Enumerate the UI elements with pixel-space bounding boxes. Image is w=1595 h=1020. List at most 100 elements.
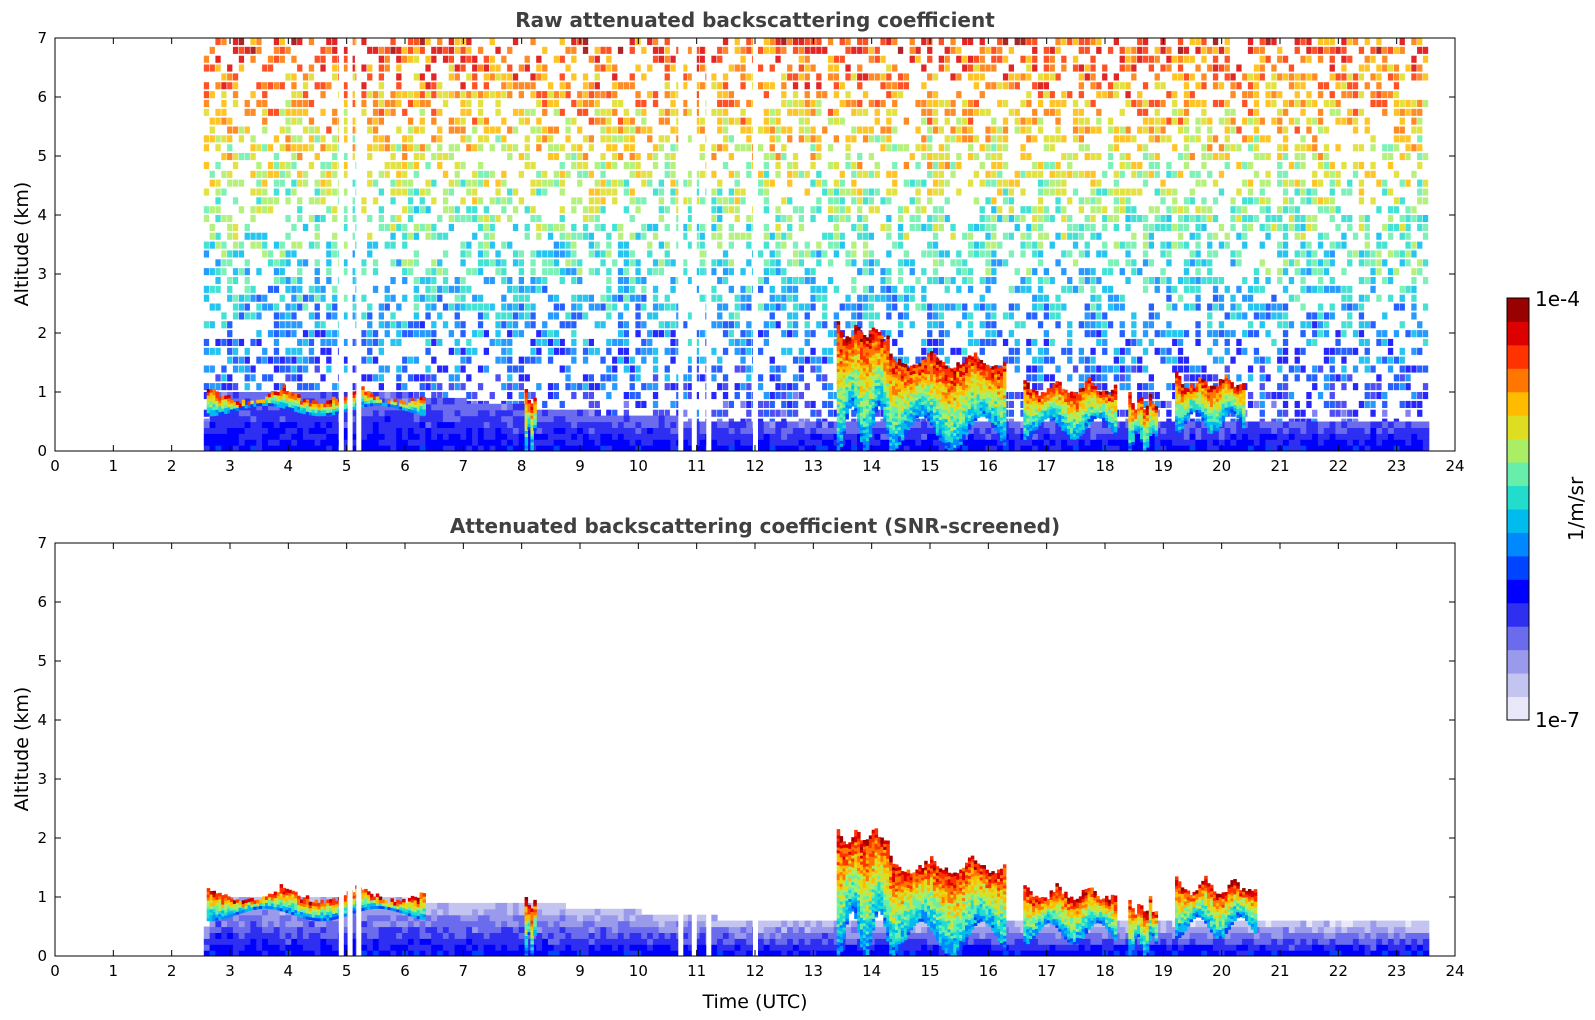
x-tick-label: 10 <box>629 962 648 980</box>
panel-raw: Raw attenuated backscattering coefficien… <box>11 8 1465 475</box>
colorbar-min-label: 1e-7 <box>1535 708 1580 732</box>
colorbar-band <box>1507 626 1529 651</box>
y-tick-label: 6 <box>37 593 47 611</box>
colorbar: 1e-4 1e-7 1/m/sr <box>1506 287 1588 732</box>
colorbar-band <box>1507 344 1529 369</box>
y-axis-screened: 0 1 2 3 4 5 6 7 <box>37 534 1455 965</box>
x-tick-label: 16 <box>979 962 998 980</box>
x-tick-label: 23 <box>1387 457 1406 475</box>
x-tick-label: 22 <box>1329 457 1348 475</box>
x-tick-label: 13 <box>804 457 823 475</box>
colorbar-band <box>1507 696 1529 721</box>
x-tick-label: 9 <box>575 962 585 980</box>
x-tick-label: 22 <box>1329 962 1348 980</box>
missing-data-gap <box>347 38 353 451</box>
colorbar-band <box>1507 579 1529 604</box>
missing-data-gap <box>347 543 353 956</box>
x-tick-label: 9 <box>575 457 585 475</box>
colorbar-band <box>1507 438 1529 463</box>
colorbar-band <box>1507 485 1529 510</box>
colorbar-band <box>1507 462 1529 487</box>
x-tick-label: 21 <box>1270 457 1289 475</box>
missing-data-gap <box>706 38 712 451</box>
panel-snr-screened: Attenuated backscattering coefficient (S… <box>11 514 1465 1013</box>
x-tick-label: 4 <box>284 962 294 980</box>
y-axis-raw: 0 1 2 3 4 5 6 7 <box>37 29 1455 460</box>
y-tick-label: 3 <box>37 265 47 283</box>
x-tick-label: 23 <box>1387 962 1406 980</box>
x-tick-label: 12 <box>745 962 764 980</box>
colorbar-band <box>1507 649 1529 674</box>
missing-data-gap <box>356 543 362 956</box>
y-tick-label: 1 <box>37 888 47 906</box>
y-tick-label: 4 <box>37 206 47 224</box>
x-tick-label: 18 <box>1095 457 1114 475</box>
ylabel-raw: Altitude (km) <box>11 182 33 307</box>
x-tick-label: 7 <box>459 457 469 475</box>
missing-data-gap <box>678 543 684 956</box>
x-tick-label: 21 <box>1270 962 1289 980</box>
y-tick-label: 5 <box>37 147 47 165</box>
x-tick-label: 11 <box>687 457 706 475</box>
x-tick-label: 19 <box>1154 962 1173 980</box>
colorbar-band <box>1507 509 1529 533</box>
x-tick-label: 19 <box>1154 457 1173 475</box>
x-tick-label: 5 <box>342 457 352 475</box>
x-tick-label: 3 <box>225 457 235 475</box>
x-tick-label: 0 <box>50 962 60 980</box>
colorbar-band <box>1507 391 1529 416</box>
xlabel-time: Time (UTC) <box>701 991 807 1013</box>
y-tick-label: 5 <box>37 652 47 670</box>
colorbar-unit-label: 1/m/sr <box>1564 476 1588 541</box>
x-tick-label: 6 <box>400 457 410 475</box>
missing-data-gap <box>691 38 697 451</box>
x-tick-label: 1 <box>109 457 119 475</box>
x-tick-label: 2 <box>167 457 177 475</box>
heatmap-raw <box>203 38 1430 451</box>
x-tick-label: 24 <box>1445 962 1464 980</box>
x-tick-label: 14 <box>862 962 881 980</box>
x-tick-label: 0 <box>50 457 60 475</box>
heatmap-screened <box>203 543 1430 956</box>
x-tick-label: 8 <box>517 962 527 980</box>
x-axis-screened: 0 1 2 3 4 5 6 7 8 9 10 11 12 13 14 15 16 17 18 19 20 21 22 23 24 <box>50 543 1465 980</box>
ylabel-screened: Altitude (km) <box>11 687 33 812</box>
x-axis-raw: 0 1 2 3 4 5 6 7 8 9 10 11 12 13 14 15 16 17 18 19 20 21 22 23 24 <box>50 38 1465 475</box>
x-tick-label: 20 <box>1212 962 1231 980</box>
y-tick-label: 0 <box>37 442 47 460</box>
y-tick-label: 7 <box>37 534 47 552</box>
colorbar-band <box>1507 321 1529 346</box>
colorbar-band <box>1507 298 1529 322</box>
missing-data-gap <box>338 38 344 451</box>
colorbar-band <box>1507 532 1529 557</box>
y-tick-label: 7 <box>37 29 47 47</box>
x-tick-label: 15 <box>920 457 939 475</box>
y-tick-label: 2 <box>37 324 47 342</box>
colorbar-band <box>1507 415 1529 440</box>
chart-title-raw: Raw attenuated backscattering coefficien… <box>515 8 995 32</box>
missing-data-gap <box>678 38 684 451</box>
x-tick-label: 11 <box>687 962 706 980</box>
y-tick-label: 6 <box>37 88 47 106</box>
x-tick-label: 17 <box>1037 962 1056 980</box>
y-tick-label: 1 <box>37 383 47 401</box>
x-tick-label: 17 <box>1037 457 1056 475</box>
missing-data-gap <box>706 543 712 956</box>
x-tick-label: 6 <box>400 962 410 980</box>
x-tick-label: 4 <box>284 457 294 475</box>
missing-data-gap <box>338 543 344 956</box>
x-tick-label: 5 <box>342 962 352 980</box>
x-tick-label: 2 <box>167 962 177 980</box>
x-tick-label: 13 <box>804 962 823 980</box>
x-tick-label: 20 <box>1212 457 1231 475</box>
y-tick-label: 2 <box>37 829 47 847</box>
x-tick-label: 12 <box>745 457 764 475</box>
colorbar-frame <box>1506 297 1530 721</box>
y-tick-label: 3 <box>37 770 47 788</box>
x-tick-label: 16 <box>979 457 998 475</box>
colorbar-band <box>1507 368 1529 393</box>
missing-data-gap <box>753 38 758 451</box>
colorbar-band <box>1507 555 1529 580</box>
x-tick-label: 18 <box>1095 962 1114 980</box>
